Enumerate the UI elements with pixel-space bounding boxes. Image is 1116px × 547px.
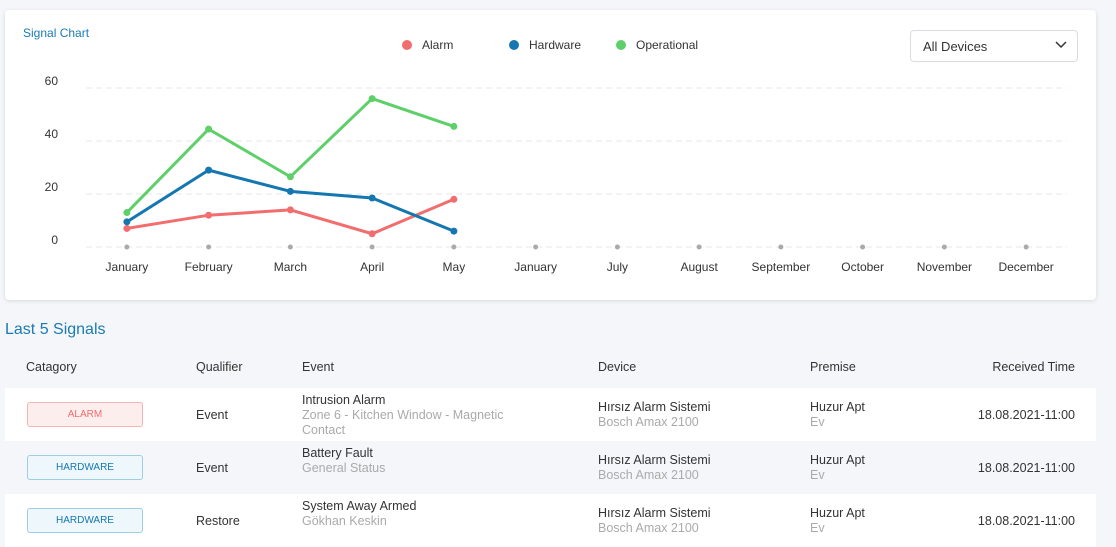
data-point [286, 173, 294, 181]
x-tick-dot [369, 244, 375, 250]
legend-label: Hardware [529, 38, 581, 52]
device-detail: Bosch Amax 2100 [598, 521, 699, 535]
qualifier: Event [196, 408, 228, 422]
premise-detail: Ev [810, 415, 825, 429]
x-tick-label: March [274, 260, 307, 274]
premise-detail: Ev [810, 521, 825, 535]
data-point [450, 227, 458, 235]
x-tick-dot [124, 244, 130, 250]
qualifier: Event [196, 461, 228, 475]
x-tick-dot [696, 244, 702, 250]
device-detail: Bosch Amax 2100 [598, 415, 699, 429]
qualifier: Restore [196, 514, 240, 528]
data-point [123, 218, 131, 226]
y-tick-label: 60 [45, 74, 59, 88]
event: Intrusion Alarm [302, 393, 386, 407]
x-tick-label: December [998, 260, 1053, 274]
legend-dot [402, 40, 412, 50]
column-header: Premise [810, 360, 856, 374]
received-time: 18.08.2021-11:00 [977, 408, 1075, 422]
data-point [368, 230, 376, 238]
x-tick-label: January [514, 260, 557, 274]
data-point [123, 209, 131, 217]
x-tick-label: November [917, 260, 972, 274]
data-point [368, 95, 376, 103]
data-point [205, 166, 213, 174]
x-tick-dot [287, 244, 293, 250]
column-header: Catagory [26, 360, 77, 374]
received-time: 18.08.2021-11:00 [977, 514, 1075, 528]
data-point [368, 194, 376, 202]
x-tick-dot [1023, 244, 1029, 250]
x-tick-label: October [841, 260, 884, 274]
table-row: HARDWARE Event Battery Fault General Status… [5, 441, 1096, 494]
device: Hırsız Alarm Sistemi [598, 400, 711, 414]
data-point [286, 187, 294, 195]
event-detail: General Status [302, 461, 386, 475]
series-line [125, 96, 455, 214]
data-point [450, 195, 458, 203]
x-tick-label: August [680, 260, 718, 274]
device-detail: Bosch Amax 2100 [598, 468, 699, 482]
table-title: Last 5 Signals [5, 321, 106, 338]
y-tick-label: 20 [45, 180, 59, 194]
data-point [205, 125, 213, 133]
x-tick-dot [206, 244, 212, 250]
x-tick-label: July [607, 260, 628, 274]
column-header: Device [598, 360, 637, 374]
x-tick-label: April [360, 260, 384, 274]
data-point [450, 122, 458, 130]
legend-dot [509, 40, 519, 50]
event-detail: Gökhan Keskin [302, 514, 387, 528]
x-tick-label: September [752, 260, 811, 274]
device: Hırsız Alarm Sistemi [598, 506, 711, 520]
data-point [123, 224, 131, 232]
x-tick-dot [941, 244, 947, 250]
chart-title: Signal Chart [23, 26, 90, 40]
x-tick-label: February [185, 260, 233, 274]
legend-label: Alarm [422, 38, 453, 52]
table-row: HARDWARE Restore System Away Armed Gökhan K… [5, 494, 1096, 547]
premise: Huzur Apt [810, 506, 865, 520]
category-badge: ALARM [27, 402, 143, 427]
legend-label: Operational [636, 38, 698, 52]
device-dropdown[interactable]: All Devices [910, 30, 1078, 62]
y-tick-label: 0 [51, 233, 58, 247]
column-header: Event [302, 360, 334, 374]
table-row: ALARM Event Intrusion Alarm Zone 6 - Kitche… [5, 388, 1096, 441]
event: System Away Armed [302, 499, 417, 513]
event-detail: Zone 6 - Kitchen Window - Magnetic Conta… [302, 408, 504, 437]
dropdown-label: All Devices [923, 39, 988, 54]
legend-dot [616, 40, 626, 50]
column-header: Qualifier [196, 360, 243, 374]
device: Hırsız Alarm Sistemi [598, 453, 711, 467]
premise-detail: Ev [810, 468, 825, 482]
received-time: 18.08.2021-11:00 [977, 461, 1075, 475]
premise: Huzur Apt [810, 453, 865, 467]
x-tick-dot [778, 244, 784, 250]
chart-card: Signal Chart 0 20 40 60 January February March… [5, 10, 1096, 300]
x-tick-dot [614, 244, 620, 250]
x-tick-dot [451, 244, 457, 250]
column-header: Received Time [992, 360, 1075, 374]
category-badge: HARDWARE [27, 508, 143, 533]
x-tick-dot [533, 244, 539, 250]
premise: Huzur Apt [810, 400, 865, 414]
data-point [286, 206, 294, 214]
x-tick-dot [860, 244, 866, 250]
category-badge: HARDWARE [27, 455, 143, 480]
chart: Signal Chart 0 20 40 60 January February March… [23, 26, 1067, 274]
chevron [1055, 41, 1067, 49]
series-line [126, 197, 455, 236]
event: Battery Fault [302, 446, 373, 460]
data-point [205, 211, 213, 219]
x-tick-label: May [443, 260, 466, 274]
y-tick-label: 40 [45, 127, 59, 141]
x-tick-label: January [106, 260, 149, 274]
